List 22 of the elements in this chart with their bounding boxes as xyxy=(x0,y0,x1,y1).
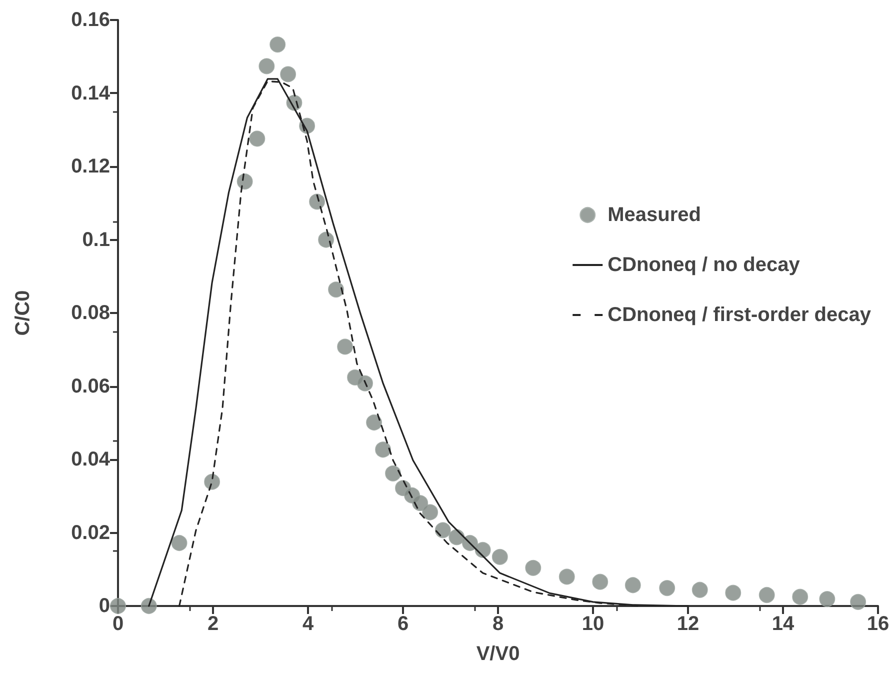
x-tick-label: 6 xyxy=(397,613,409,635)
x-tick-label: 4 xyxy=(302,613,314,635)
legend-label: CDnoneq / first-order decay xyxy=(608,304,872,326)
x-axis-title: V/V0 xyxy=(476,643,520,665)
y-tick-label: 0.16 xyxy=(71,9,110,31)
y-tick-label: 0.14 xyxy=(71,82,111,104)
y-tick-label: 0.12 xyxy=(71,156,110,178)
y-tick-label: 0.02 xyxy=(71,522,110,544)
x-tick-label: 10 xyxy=(582,613,604,635)
y-tick-label: 0 xyxy=(98,595,110,617)
x-tick-label: 12 xyxy=(676,613,700,635)
y-tick-label: 0.08 xyxy=(71,302,110,324)
y-axis-title: C/C0 xyxy=(12,290,34,336)
y-tick-label: 0.06 xyxy=(71,375,110,398)
x-tick-label: 8 xyxy=(492,613,504,635)
x-tick-label: 16 xyxy=(866,613,890,635)
x-tick-label: 14 xyxy=(772,613,795,635)
legend-label: CDnoneq / no decay xyxy=(608,254,801,276)
legend-label: Measured xyxy=(608,204,701,226)
x-tick-label: 2 xyxy=(207,613,219,635)
y-tick-label: 0.04 xyxy=(71,448,111,470)
y-tick-label: 0.1 xyxy=(82,228,110,251)
